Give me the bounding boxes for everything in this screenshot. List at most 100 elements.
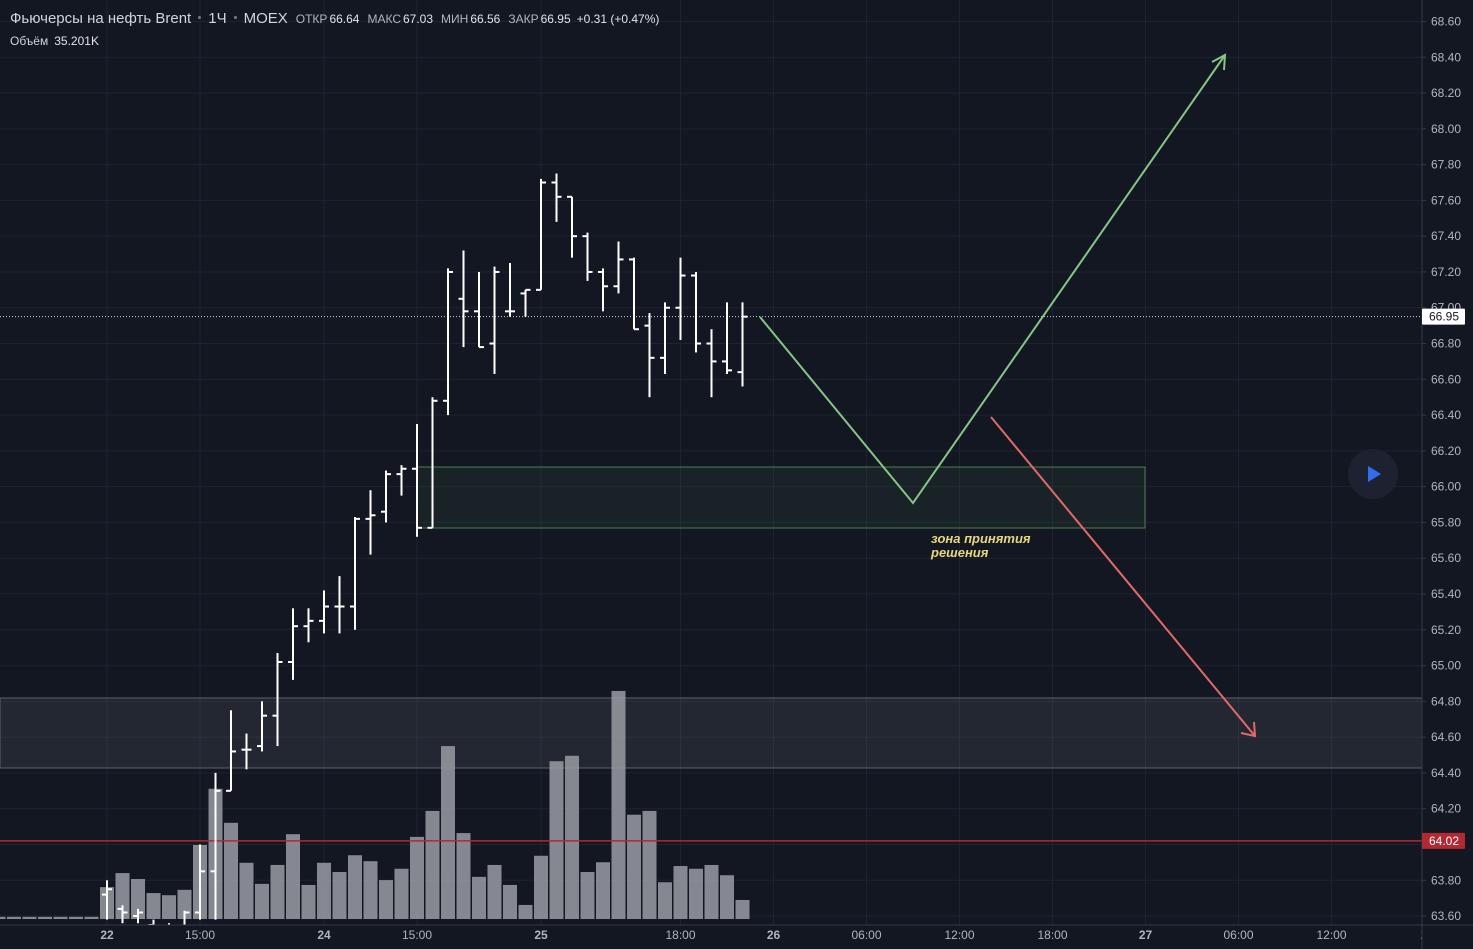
high-label: МАКС xyxy=(367,12,401,26)
volume-bar xyxy=(704,864,719,919)
volume-bar xyxy=(394,868,409,919)
x-tick-label: 25 xyxy=(534,928,548,942)
volume-bar xyxy=(503,884,517,919)
x-tick-label: 27 xyxy=(1139,928,1153,942)
y-tick-label: 63.60 xyxy=(1431,909,1461,923)
volume-bar xyxy=(255,883,269,919)
separator xyxy=(198,16,202,19)
volume-bar xyxy=(7,916,21,919)
legend-header: Фьючерсы на нефть Brent 1Ч MOEX ОТКР 66.64 … xyxy=(10,10,659,48)
price-label-box xyxy=(1422,308,1465,325)
y-tick-label: 64.20 xyxy=(1431,802,1461,816)
volume-pane xyxy=(0,690,750,919)
volume-bar xyxy=(0,916,6,919)
y-tick-label: 66.80 xyxy=(1431,337,1461,351)
x-tick-label: 18:00 xyxy=(1037,928,1067,942)
price-label: 66.95 xyxy=(1429,310,1459,324)
volume-bar xyxy=(689,868,703,919)
x-tick-label: 22 xyxy=(100,928,114,942)
volume-bar xyxy=(518,904,533,919)
y-tick-label: 67.40 xyxy=(1431,229,1461,243)
y-tick-label: 68.40 xyxy=(1431,50,1461,64)
y-tick-label: 65.40 xyxy=(1431,587,1461,601)
volume-bar xyxy=(549,761,564,919)
volume-bar xyxy=(410,836,424,919)
volume-bar xyxy=(720,875,734,919)
price-label: 64.02 xyxy=(1429,834,1459,848)
x-tick-label: 06:00 xyxy=(851,928,881,942)
volume-bar xyxy=(224,822,238,919)
y-tick-label: 63.80 xyxy=(1431,873,1461,887)
volume-bar xyxy=(379,880,393,919)
separator xyxy=(233,16,237,19)
y-tick-label: 68.00 xyxy=(1431,122,1461,136)
volume-bar xyxy=(487,864,502,919)
x-tick-label: 15:00 xyxy=(185,928,215,942)
bearish-path xyxy=(990,416,1256,737)
annotation: зона принятия xyxy=(931,531,1031,546)
volume-bar xyxy=(115,873,130,919)
x-axis: 22 15:00 24 15:00 25 18:00 26 06:00 12:00 18:00 27… xyxy=(100,928,1428,942)
y-tick-label: 68.60 xyxy=(1431,14,1461,28)
symbol: Фьючерсы на нефть Brent xyxy=(10,10,192,27)
volume-bar xyxy=(456,833,471,919)
y-tick-label: 65.20 xyxy=(1431,623,1461,637)
volume-label: Объём xyxy=(10,34,49,48)
header-row: Фьючерсы на нефть Brent 1Ч MOEX ОТКР 66.64 … xyxy=(10,10,659,30)
volume-bar xyxy=(317,862,331,919)
close-value: 66.95 xyxy=(540,12,571,26)
y-tick-label: 66.40 xyxy=(1431,408,1461,422)
y-tick-label: 65.60 xyxy=(1431,551,1461,565)
x-tick-label: 24 xyxy=(317,928,331,942)
volume-bar xyxy=(673,866,688,919)
volume-bar xyxy=(735,899,750,919)
volume-bar xyxy=(642,810,657,919)
volume-bar xyxy=(596,862,610,919)
volume-bar xyxy=(239,862,254,919)
volume-bar xyxy=(658,882,672,919)
interval: 1Ч xyxy=(208,10,227,27)
y-tick-label: 64.60 xyxy=(1431,730,1461,744)
range-band xyxy=(0,697,1423,769)
change: +0.31 (+0.47%) xyxy=(576,12,660,26)
close-label: ЗАКР xyxy=(508,12,539,26)
decision-zone xyxy=(416,466,1146,529)
y-tick-label: 64.80 xyxy=(1431,694,1461,708)
x-tick-label: 2 xyxy=(1421,928,1428,942)
annotation: решения xyxy=(930,545,989,560)
volume-bar xyxy=(441,746,455,919)
x-tick-label: 26 xyxy=(767,928,781,942)
volume-bar xyxy=(534,855,548,919)
y-tick-label: 66.60 xyxy=(1431,372,1461,386)
low-value: 66.56 xyxy=(470,12,501,26)
volume-bar xyxy=(22,916,37,919)
x-tick-label: 18:00 xyxy=(665,928,695,942)
x-tick-label: 12:00 xyxy=(944,928,974,942)
volume-bar xyxy=(565,755,579,919)
arrowhead xyxy=(1240,721,1257,738)
volume-bar xyxy=(363,861,378,919)
y-tick-label: 67.20 xyxy=(1431,265,1461,279)
volume-bar xyxy=(162,895,176,919)
volume-bar xyxy=(38,916,52,919)
volume-value: 35.201K xyxy=(54,34,99,48)
volume-bar xyxy=(611,690,626,919)
volume-bar xyxy=(332,871,347,919)
volume-bar xyxy=(627,814,641,919)
exchange: MOEX xyxy=(243,10,288,27)
volume-bar xyxy=(131,879,145,919)
y-tick-label: 68.20 xyxy=(1431,86,1461,100)
low-label: МИН xyxy=(441,12,469,26)
volume-bar xyxy=(286,834,300,919)
bullish-path xyxy=(759,54,1226,505)
volume-bar xyxy=(146,893,161,919)
volume-bar xyxy=(53,916,68,919)
y-tick-label: 66.20 xyxy=(1431,444,1461,458)
y-tick-label: 65.00 xyxy=(1431,659,1461,673)
volume-bar xyxy=(270,864,285,919)
y-tick-label: 67.80 xyxy=(1431,158,1461,172)
x-tick-label: 12:00 xyxy=(1316,928,1346,942)
volume-row: Объём 35.201K xyxy=(10,34,659,48)
x-tick-label: 06:00 xyxy=(1223,928,1253,942)
